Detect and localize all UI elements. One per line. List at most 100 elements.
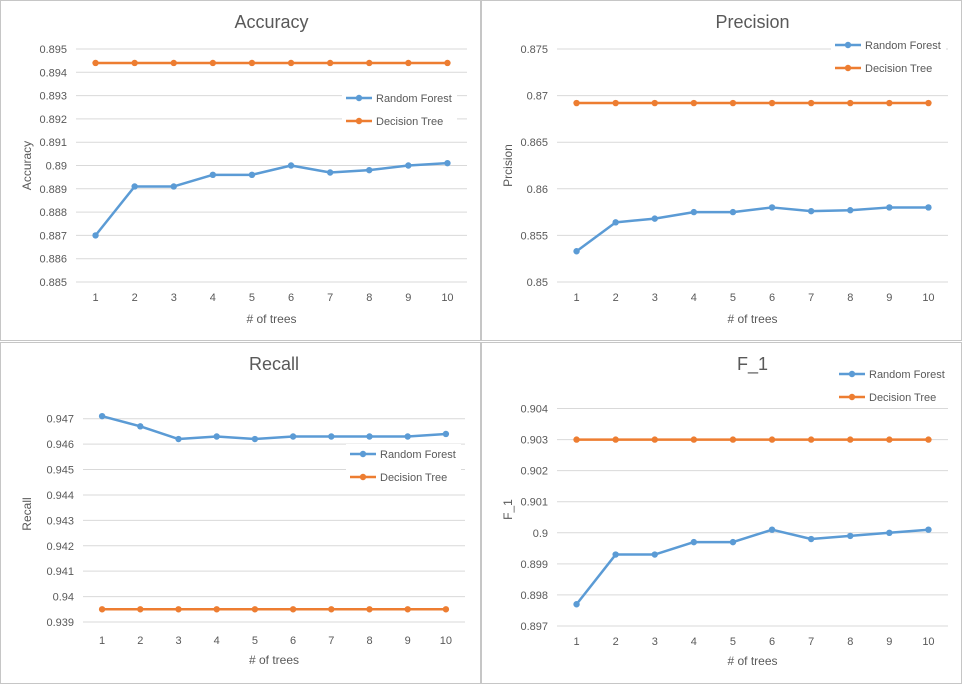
- data-point: [690, 436, 698, 443]
- x-axis-label: # of trees: [249, 653, 299, 667]
- y-tick-label: 0.892: [39, 114, 67, 126]
- data-point: [612, 436, 619, 443]
- x-tick-label: 10: [922, 636, 934, 648]
- data-point: [366, 166, 373, 174]
- data-point: [366, 433, 373, 440]
- y-tick-label: 0.946: [46, 439, 74, 451]
- y-tick-label: 0.898: [520, 590, 548, 602]
- data-point: [213, 433, 220, 440]
- series-line: [94, 161, 448, 237]
- legend-swatch-marker: [359, 450, 367, 458]
- x-tick-label: 5: [249, 292, 255, 304]
- data-point: [612, 99, 619, 107]
- x-tick-label: 10: [440, 635, 452, 647]
- f1-chart: F_1 0.897 0.898 0.899 0.9 0.901 0.902 0.903 0.90…: [481, 342, 962, 684]
- legend-swatch-marker: [844, 41, 852, 49]
- chart-svg: Recall 0.939 0.94 0.941 0.942 0.943 0.944 0.945…: [20, 354, 465, 667]
- data-point: [573, 601, 580, 608]
- data-point: [170, 183, 177, 190]
- data-point: [925, 99, 932, 107]
- data-point: [405, 59, 412, 67]
- x-tick-label: 7: [327, 292, 333, 304]
- x-tick-label: 3: [171, 292, 177, 304]
- x-tick-label: 2: [613, 292, 619, 304]
- data-point: [729, 99, 737, 107]
- x-tick-label: 2: [137, 635, 143, 647]
- data-point: [131, 183, 138, 190]
- data-point: [651, 99, 658, 107]
- data-point: [573, 436, 580, 443]
- data-point: [209, 59, 217, 67]
- y-tick-label: 0.89: [46, 161, 67, 173]
- precision-chart: Precision 0.85 0.855 0.86 0.865 0.87 0.875 1 2 3 4…: [481, 0, 962, 341]
- data-point: [213, 606, 220, 613]
- x-tick-label: 8: [366, 635, 372, 647]
- x-tick-label: 6: [288, 292, 294, 304]
- data-point: [768, 526, 776, 533]
- data-point: [289, 606, 297, 613]
- legend-label: Random Forest: [376, 93, 452, 105]
- y-tick-label: 0.942: [46, 541, 74, 553]
- data-point: [807, 99, 815, 107]
- y-axis-label: Recall: [20, 497, 34, 530]
- data-point: [404, 433, 411, 440]
- data-point: [405, 162, 412, 169]
- data-point: [886, 99, 893, 107]
- data-point: [886, 529, 893, 536]
- legend-label: Decision Tree: [380, 472, 447, 484]
- data-point: [729, 436, 737, 443]
- x-tick-label: 2: [132, 292, 138, 304]
- legend-label: Random Forest: [869, 369, 945, 381]
- data-point: [768, 204, 776, 211]
- chart-title: F_1: [737, 354, 768, 375]
- x-tick-label: 4: [214, 635, 220, 647]
- y-tick-label: 0.944: [46, 490, 74, 502]
- y-tick-label: 0.86: [527, 184, 548, 196]
- data-point: [92, 59, 99, 67]
- data-point: [847, 99, 854, 107]
- data-point: [768, 436, 776, 443]
- data-point: [287, 59, 295, 67]
- data-point: [768, 99, 776, 107]
- x-tick-label: 2: [613, 636, 619, 648]
- legend-background: [342, 88, 457, 131]
- data-point: [729, 538, 737, 546]
- y-tick-label: 0.855: [520, 230, 548, 242]
- y-tick-label: 0.85: [527, 277, 548, 289]
- series-line: [575, 206, 929, 253]
- data-point: [175, 606, 182, 613]
- legend: Random Forest Decision Tree: [831, 35, 946, 78]
- data-point: [442, 430, 450, 438]
- data-point: [807, 207, 815, 215]
- data-point: [690, 538, 698, 546]
- x-tick-label: 8: [847, 292, 853, 304]
- data-point: [326, 169, 334, 176]
- data-point: [175, 435, 182, 443]
- data-point: [251, 435, 259, 443]
- series-line: [575, 528, 929, 606]
- x-tick-label: 5: [730, 636, 736, 648]
- legend: Random Forest Decision Tree: [346, 444, 461, 487]
- legend-label: Decision Tree: [865, 63, 932, 75]
- data-point: [328, 433, 335, 440]
- y-tick-label: 0.897: [520, 621, 548, 633]
- series-line: [101, 414, 446, 441]
- y-tick-label: 0.894: [39, 67, 67, 79]
- data-point: [807, 436, 815, 443]
- legend-swatch-marker: [848, 393, 856, 401]
- y-tick-label: 0.891: [39, 137, 67, 149]
- y-tick-label: 0.94: [53, 592, 74, 604]
- legend-background: [835, 364, 950, 407]
- x-tick-label: 1: [92, 292, 98, 304]
- y-axis-label: Accuracy: [20, 141, 34, 190]
- y-tick-label: 0.939: [46, 617, 74, 629]
- data-point: [444, 59, 451, 67]
- legend-swatch-marker: [355, 117, 363, 125]
- data-point: [612, 551, 619, 558]
- chart-svg: Precision 0.85 0.855 0.86 0.865 0.87 0.875 1 2 3 4…: [501, 12, 948, 326]
- y-tick-label: 0.902: [520, 466, 548, 478]
- y-tick-label: 0.903: [520, 435, 548, 447]
- x-tick-label: 3: [652, 636, 658, 648]
- x-tick-label: 1: [573, 292, 579, 304]
- x-tick-label: 3: [175, 635, 181, 647]
